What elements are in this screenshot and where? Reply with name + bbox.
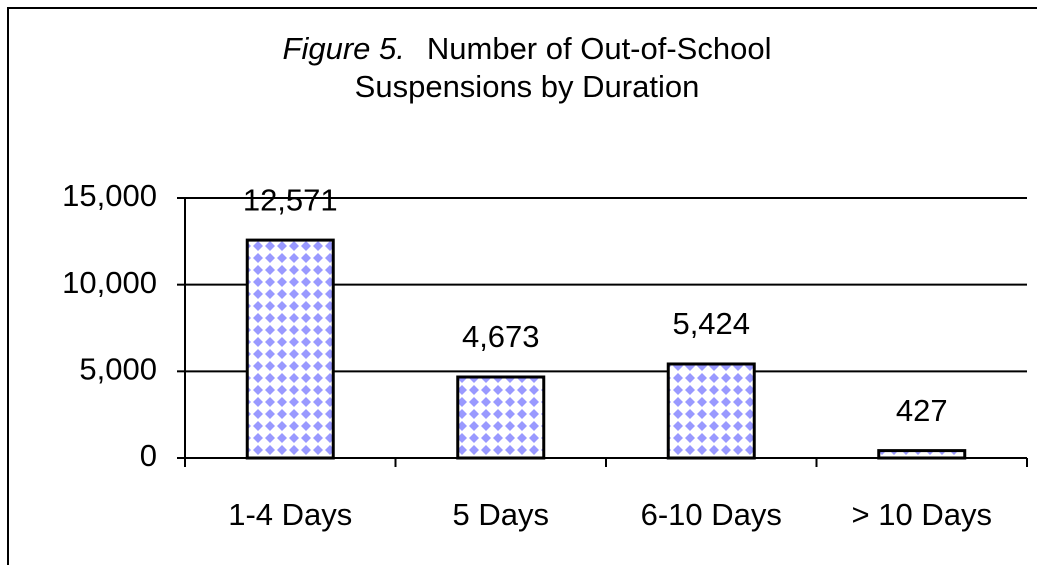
bar <box>877 449 967 460</box>
y-tick-label: 0 <box>140 438 157 473</box>
chart-frame <box>7 7 1037 565</box>
value-label: 427 <box>896 393 948 428</box>
y-tick-label: 10,000 <box>62 265 157 300</box>
figure-label: Figure 5. <box>282 31 405 66</box>
value-label: 12,571 <box>243 182 338 217</box>
y-tick-label: 15,000 <box>62 178 157 213</box>
chart-title: Number of Out-of-School Suspensions by D… <box>354 31 772 104</box>
value-label: 5,424 <box>672 306 750 341</box>
x-tick-label: 6-10 Days <box>641 497 782 532</box>
bar <box>456 375 546 460</box>
x-tick-label: 5 Days <box>453 497 549 532</box>
x-tick-label: > 10 Days <box>852 497 992 532</box>
bar <box>666 362 756 460</box>
bar <box>245 238 335 460</box>
x-tick-label: 1-4 Days <box>228 497 352 532</box>
chart-title-block: Figure 5. Number of Out-of-School Suspens… <box>207 30 847 106</box>
value-label: 4,673 <box>462 319 540 354</box>
y-tick-label: 5,000 <box>79 352 157 387</box>
